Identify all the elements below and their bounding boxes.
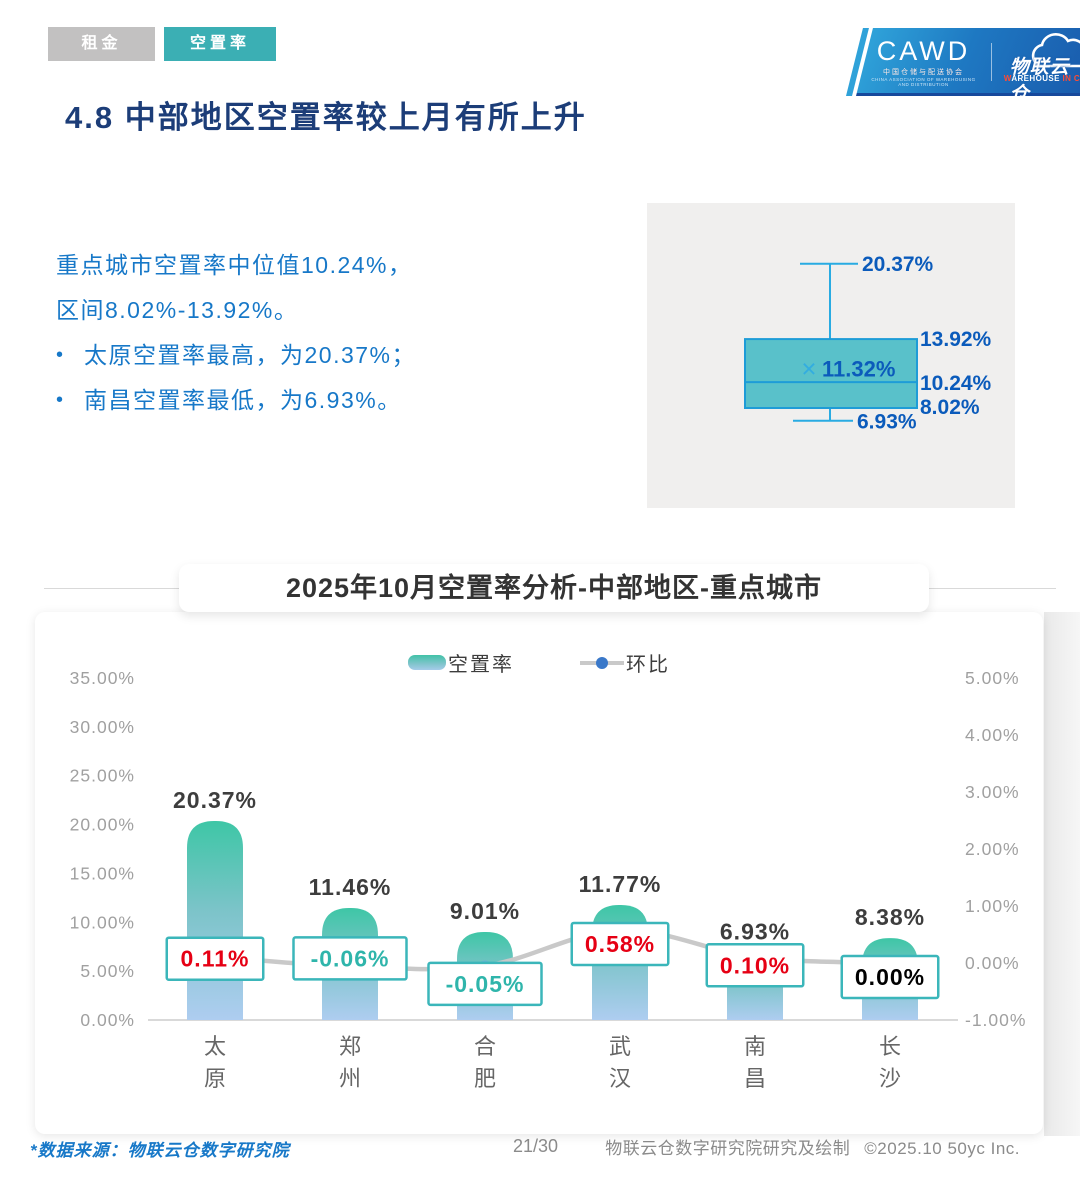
summary-bullet-1-text: 太原空置率最高，为20.37%； (84, 342, 417, 368)
bar-value-label: 20.37% (173, 787, 257, 813)
card-shadow-strip (1044, 612, 1080, 1136)
cloud-icon (1031, 33, 1080, 68)
boxplot-panel: × 11.32% 20.37% 13.92% 10.24% 8.02% 6.93% (647, 203, 1015, 508)
boxplot-chart: × 11.32% 20.37% 13.92% 10.24%8.02%6.93% (744, 253, 992, 434)
svg-text:0.00%: 0.00% (855, 964, 925, 990)
svg-text:-0.05%: -0.05% (446, 971, 525, 997)
tab-rent[interactable]: 租金 (48, 27, 155, 61)
svg-text:0.10%: 0.10% (720, 952, 790, 978)
left-axis-tick: 0.00% (80, 1010, 135, 1030)
combo-chart: 35.00% 30.00% 25.00% 20.00% 15.00% 10.00% 5.00… (70, 668, 1026, 1091)
x-axis-label: 南昌 (744, 1034, 766, 1091)
iqr-box[interactable] (744, 338, 918, 409)
logo-divider (991, 43, 992, 81)
cawd-logo: CAWD 中国仓储与配送协会 CHINA ASSOCIATION OF WARE… (868, 37, 979, 87)
cloud-subtitle: WAREHOUSE IN CLOUD (1003, 74, 1080, 83)
bar-legend-swatch-icon (408, 655, 446, 670)
cawd-subtitle: 中国仓储与配送协会 (883, 69, 965, 76)
tab-bar: 租金 空置率 (48, 27, 276, 61)
q3-label: 13.92% (920, 328, 992, 351)
legend-label-mom: 环比 (626, 654, 670, 676)
svg-text:0.58%: 0.58% (585, 931, 655, 957)
right-axis-tick: 4.00% (965, 725, 1020, 745)
mean-label: 11.32% (822, 356, 895, 381)
legend-item-vacancy[interactable]: 空置率 (408, 648, 514, 677)
mom-value-label[interactable]: 0.11% (165, 936, 265, 981)
legend-item-mom[interactable]: 环比 (580, 648, 670, 677)
page-title: 4.8 中部地区空置率较上月有所上升 (65, 100, 587, 135)
chart-title: 2025年10月空置率分析-中部地区-重点城市 (179, 564, 929, 612)
copyright-text: ©2025.10 50yc Inc. (864, 1139, 1020, 1158)
left-axis-tick: 25.00% (70, 766, 135, 786)
summary-line-1: 重点城市空置率中位值10.24%， (56, 252, 413, 278)
chart-card: 空置率 环比 35.00% 30.00% 25.00% 20.00% 15.00% 10.… (35, 612, 1043, 1134)
x-axis-label: 合肥 (474, 1034, 496, 1091)
right-axis-tick: 0.00% (965, 953, 1020, 973)
chart-legend: 空置率 环比 (35, 648, 1043, 677)
left-axis-tick: 30.00% (70, 717, 135, 737)
tab-vacancy-rate[interactable]: 空置率 (164, 27, 276, 61)
right-axis-tick: 5.00% (965, 668, 1020, 688)
right-axis-tick: 3.00% (965, 782, 1020, 802)
summary-text: 重点城市空置率中位值10.24%， 区间8.02%-13.92%。 • 太原空置… (56, 243, 616, 423)
mom-value-label[interactable]: -0.05% (427, 961, 543, 1007)
wuliancloud-logo: 物联云仓 WAREHOUSE IN CLOUD (1002, 33, 1080, 96)
summary-bullet-2: • 南昌空置率最低，为6.93%。 (56, 378, 616, 423)
mean-marker-icon: × (801, 353, 816, 383)
summary-line-2: 区间8.02%-13.92%。 (56, 297, 299, 323)
right-axis-tick: 2.00% (965, 839, 1020, 859)
mom-value-label[interactable]: 0.58% (570, 921, 670, 967)
vacancy-bar[interactable] (187, 820, 243, 1020)
left-axis-tick: 35.00% (70, 668, 135, 688)
left-axis-tick: 20.00% (70, 815, 135, 835)
svg-text:-0.06%: -0.06% (311, 945, 390, 971)
summary-bullet-2-text: 南昌空置率最低，为6.93%。 (84, 387, 402, 413)
min-label: 6.93% (857, 411, 917, 434)
right-axis-tick: -1.00% (965, 1010, 1026, 1030)
q1-label: 8.02% (920, 396, 980, 419)
svg-text:0.11%: 0.11% (181, 946, 250, 972)
right-axis-tick: 1.00% (965, 896, 1020, 916)
bullet-icon: • (56, 389, 65, 411)
x-axis-label: 武汉 (609, 1034, 631, 1091)
bar-value-label: 11.46% (309, 874, 392, 900)
left-axis-tick: 5.00% (80, 961, 135, 981)
cloud-wordmark: 物联云仓 (1009, 57, 1070, 96)
credit-text: 物联云仓数字研究院研究及绘制 (605, 1139, 851, 1158)
line-legend-swatch-icon (580, 656, 624, 669)
mom-value-label[interactable]: 0.10% (705, 943, 805, 988)
max-label: 20.37% (862, 253, 934, 276)
mom-value-label[interactable]: -0.06% (292, 936, 408, 981)
mom-value-label[interactable]: 0.00% (840, 954, 940, 1000)
x-axis-label: 郑州 (339, 1034, 361, 1091)
left-axis-tick: 15.00% (70, 863, 135, 883)
cawd-wordmark: CAWD (876, 36, 971, 66)
bar-value-label: 6.93% (720, 918, 790, 944)
left-axis-tick: 10.00% (70, 912, 135, 932)
bar-value-label: 9.01% (450, 898, 520, 924)
bar-value-label: 8.38% (855, 904, 925, 930)
data-source-note: *数据来源：物联云仓数字研究院 (30, 1141, 290, 1160)
bar-value-label: 11.77% (579, 871, 662, 897)
bullet-icon: • (56, 344, 65, 366)
x-axis-label: 太原 (204, 1034, 226, 1091)
summary-bullet-1: • 太原空置率最高，为20.37%； (56, 333, 616, 378)
legend-label-vacancy: 空置率 (448, 654, 514, 676)
cawd-subtitle-en: CHINA ASSOCIATION OF WAREHOUSING AND DIS… (871, 77, 976, 87)
brand-banner: CAWD 中国仓储与配送协会 CHINA ASSOCIATION OF WARE… (842, 28, 1080, 96)
x-axis-label: 长沙 (879, 1034, 901, 1091)
page-number: 21/30 (513, 1136, 559, 1156)
median-label: 10.24% (920, 372, 992, 395)
credit-line: 物联云仓数字研究院研究及绘制 ©2025.10 50yc Inc. (605, 1134, 1020, 1159)
